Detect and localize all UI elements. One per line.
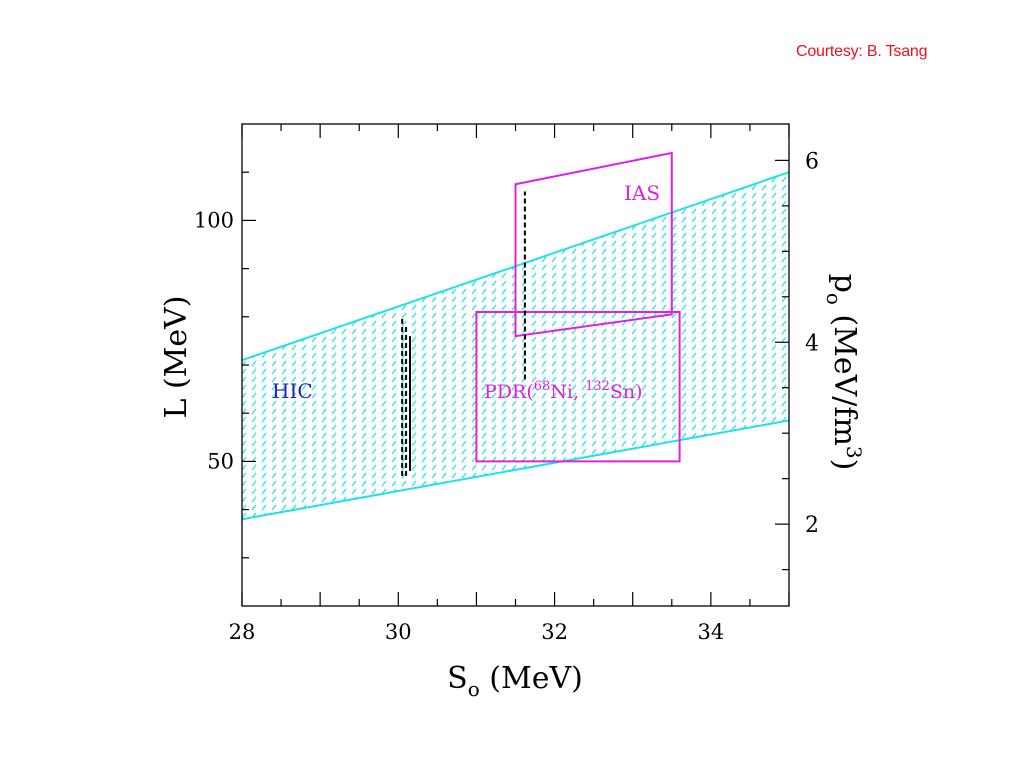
courtesy-credit: Courtesy: B. Tsang [796,43,928,60]
x-tick-label: 30 [385,620,412,644]
y2-tick-label: 6 [805,149,819,174]
x-tick-label: 32 [541,620,568,644]
hic-label: HIC [272,379,313,403]
y2-tick-label: 4 [805,331,819,356]
region-pdr [475,310,681,463]
hic-band-fill [242,172,789,520]
y-tick-label: 50 [207,449,234,473]
pdr-label: PDR(68Ni, 132Sn) [484,379,643,403]
x-tick-label: 28 [229,620,256,644]
y2-tick-label: 2 [805,513,819,538]
y-axis-label: L (MeV) [159,295,194,418]
y2-axis-label: po (MeV/fm3) [822,274,866,471]
x-axis-label: So (MeV) [447,661,583,701]
x-tick-label: 34 [697,620,724,644]
y-tick-label: 100 [194,208,234,232]
ias-label: IAS [624,181,660,205]
hic-band-lower-line [241,419,790,521]
region-ias [514,151,673,338]
